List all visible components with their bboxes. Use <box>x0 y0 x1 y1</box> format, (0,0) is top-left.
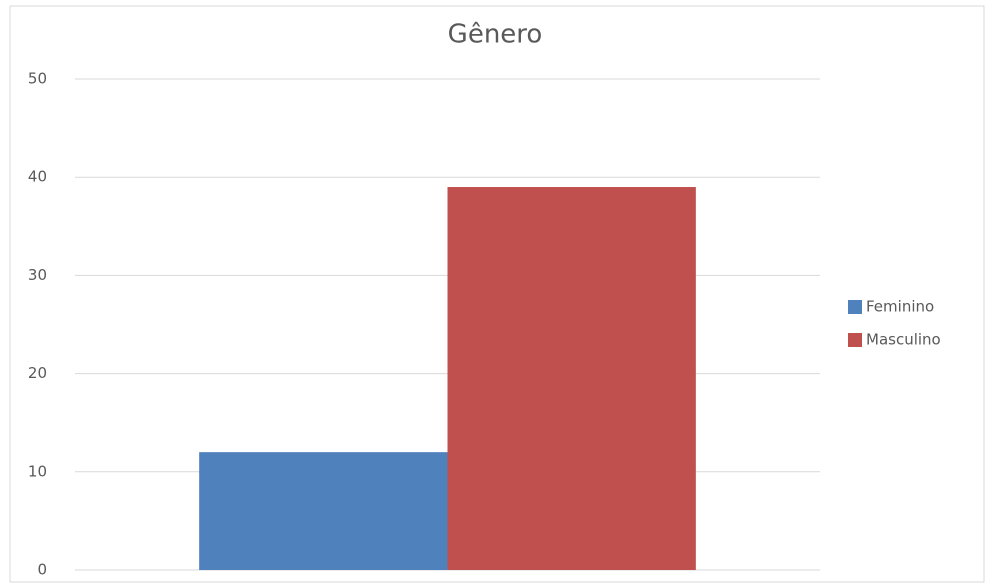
bar <box>447 187 696 570</box>
legend-label: Masculino <box>866 331 941 349</box>
y-tick-label: 0 <box>37 561 47 579</box>
bar <box>199 452 448 570</box>
y-tick-label: 10 <box>28 462 47 480</box>
y-tick-label: 20 <box>28 364 47 382</box>
y-tick-label: 30 <box>28 266 47 284</box>
chart-title: Gênero <box>448 20 543 50</box>
legend-label: Feminino <box>866 298 934 316</box>
legend-swatch <box>848 333 862 347</box>
y-tick-label: 50 <box>28 70 47 88</box>
y-tick-label: 40 <box>28 168 47 186</box>
legend-swatch <box>848 300 862 314</box>
